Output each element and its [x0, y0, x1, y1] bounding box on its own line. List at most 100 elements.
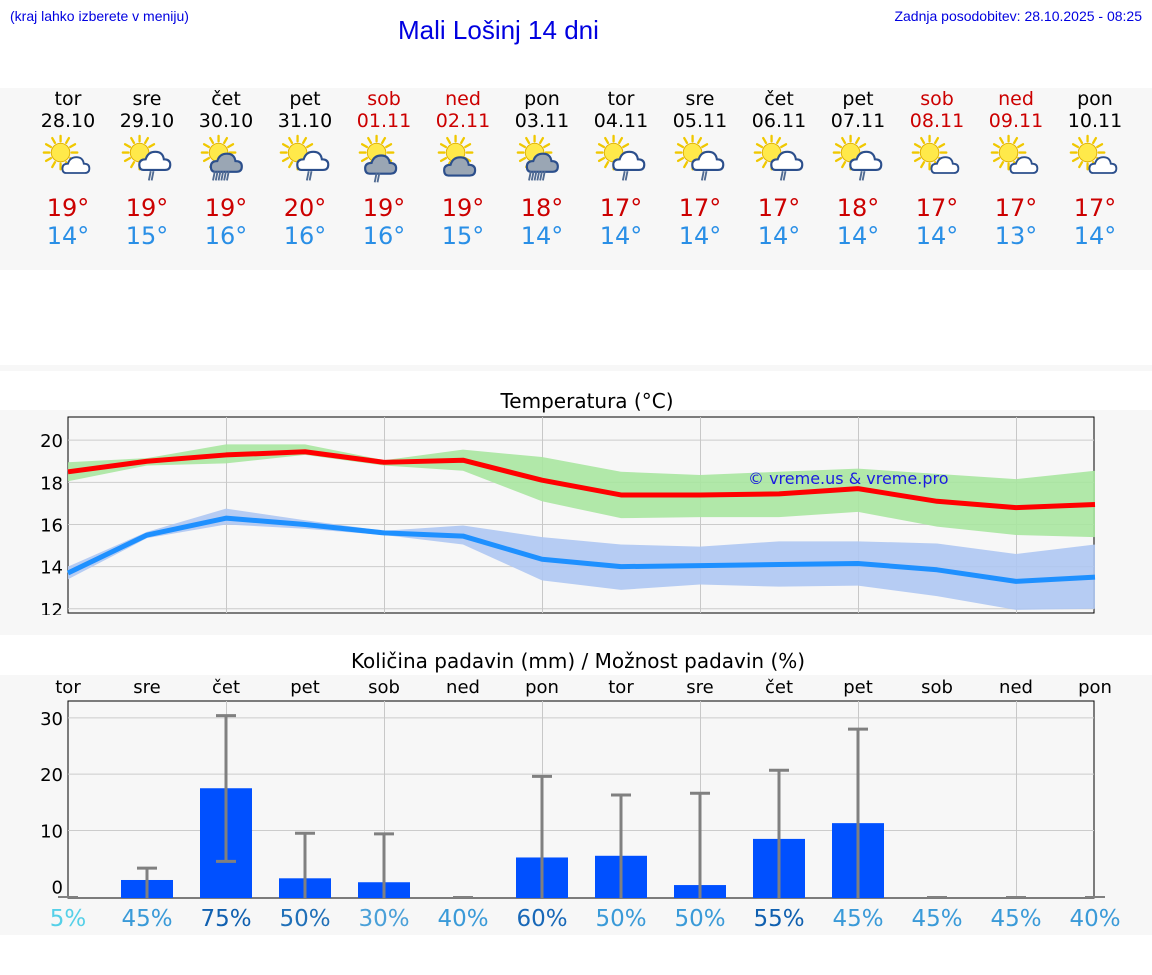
y-tick-label: 20: [40, 765, 63, 786]
x-tick-label: čet: [212, 677, 240, 698]
min-temperature: 15°: [125, 222, 169, 250]
day-name: sob: [920, 88, 954, 110]
x-tick-label: tor: [55, 677, 81, 698]
sun-cloud-icon: [990, 134, 1039, 174]
x-tick-label: ned: [446, 677, 480, 698]
min-temperature: 14°: [678, 222, 722, 250]
day-column: čet 06.11 17° 14°: [740, 88, 819, 250]
day-forecast-row: tor 28.10 19° 14° sre 29.10 19° 15° čet 30.10 19° 1…: [0, 88, 1152, 270]
max-temperature: 19°: [204, 194, 248, 222]
location-hint: (kraj lahko izberete v meniju): [10, 8, 189, 24]
forecast-panel: [0, 88, 1152, 270]
y-tick-label: 20: [40, 431, 63, 452]
day-name: sob: [367, 88, 401, 110]
x-tick-label: tor: [608, 677, 634, 698]
sun-cloud-icon: [911, 134, 960, 174]
max-temperature: 18°: [520, 194, 564, 222]
confidence-band: [68, 444, 1095, 538]
min-temperature: 14°: [1073, 222, 1117, 250]
min-temperature: 14°: [599, 222, 643, 250]
sun-heavy-rain-icon: [516, 134, 559, 181]
day-date: 06.11: [751, 110, 807, 132]
precipitation-probability: 45%: [832, 906, 883, 932]
min-temperature: 16°: [283, 222, 327, 250]
day-name: tor: [607, 88, 635, 110]
day-date: 28.10: [40, 110, 96, 132]
x-tick-label: sre: [686, 677, 713, 698]
chart-title: Temperatura (°C): [499, 389, 673, 413]
separator: [0, 365, 1152, 371]
precipitation-probability: 75%: [200, 906, 251, 932]
sun-cloud-rain-icon: [279, 134, 330, 181]
y-tick-label: 10: [40, 821, 63, 842]
day-column: čet 30.10 19° 16°: [187, 88, 266, 250]
y-tick-label: 18: [40, 473, 63, 494]
series-line: [66, 515, 1096, 584]
min-temperature: 14°: [520, 222, 564, 250]
x-tick-label: pet: [843, 677, 873, 698]
max-temperature: 17°: [915, 194, 959, 222]
day-name: pet: [289, 88, 321, 110]
y-tick-label: 12: [40, 600, 63, 615]
min-temperature: 16°: [204, 222, 248, 250]
day-column: tor 04.11 17° 14°: [582, 88, 661, 250]
precipitation-probability: 45%: [121, 906, 172, 932]
x-tick-label: sre: [133, 677, 160, 698]
precipitation-probability: 60%: [516, 906, 567, 932]
sun-heavy-rain-icon: [200, 134, 243, 181]
min-temperature: 16°: [362, 222, 406, 250]
day-name: tor: [54, 88, 82, 110]
day-date: 09.11: [988, 110, 1044, 132]
precipitation-chart: Količina padavin (mm) / Možnost padavin …: [40, 649, 1120, 932]
min-temperature: 14°: [915, 222, 959, 250]
sun-cloud-icon: [1069, 134, 1118, 174]
day-column: sre 29.10 19° 15°: [108, 88, 187, 250]
day-column: pet 31.10 20° 16°: [266, 88, 345, 250]
watermark: © vreme.us & vreme.pro: [748, 469, 949, 488]
precipitation-probability: 50%: [279, 906, 330, 932]
day-date: 03.11: [514, 110, 570, 132]
day-date: 02.11: [435, 110, 491, 132]
sun-cloud-rain-icon: [595, 134, 646, 181]
precipitation-probability: 40%: [437, 906, 488, 932]
max-temperature: 19°: [125, 194, 169, 222]
x-tick-label: sob: [368, 677, 400, 698]
precipitation-probability: 55%: [753, 906, 804, 932]
min-temperature: 14°: [757, 222, 801, 250]
x-tick-label: ned: [999, 677, 1033, 698]
day-column: pon 03.11 18° 14°: [503, 88, 582, 250]
day-name: pon: [1077, 88, 1113, 110]
day-date: 04.11: [593, 110, 649, 132]
day-date: 08.11: [909, 110, 965, 132]
series-line: [67, 449, 1096, 511]
day-date: 30.10: [198, 110, 254, 132]
max-temperature: 17°: [599, 194, 643, 222]
day-name: pon: [524, 88, 560, 110]
day-column: sob 08.11 17° 14°: [898, 88, 977, 250]
chart-title: Količina padavin (mm) / Možnost padavin …: [351, 649, 805, 673]
day-column: tor 28.10 19° 14°: [29, 88, 108, 250]
sun-dark-cloud-rain-icon: [358, 134, 398, 183]
day-date: 29.10: [119, 110, 175, 132]
y-tick-label: 16: [40, 515, 63, 536]
day-column: ned 02.11 19° 15°: [424, 88, 503, 250]
max-temperature: 17°: [994, 194, 1038, 222]
max-temperature: 17°: [757, 194, 801, 222]
precipitation-probability: 50%: [595, 906, 646, 932]
day-name: ned: [998, 88, 1034, 110]
x-tick-label: pon: [525, 677, 559, 698]
max-temperature: 19°: [362, 194, 406, 222]
min-temperature: 15°: [441, 222, 485, 250]
day-column: pet 07.11 18° 14°: [819, 88, 898, 250]
x-tick-label: sob: [921, 677, 953, 698]
day-date: 05.11: [672, 110, 728, 132]
sun-cloud-rain-icon: [753, 134, 804, 181]
x-tick-label: pet: [290, 677, 320, 698]
day-name: čet: [211, 88, 241, 110]
x-tick-label: pon: [1078, 677, 1112, 698]
max-temperature: 19°: [441, 194, 485, 222]
min-temperature: 14°: [836, 222, 880, 250]
page-title: Mali Lošinj 14 dni: [398, 15, 599, 45]
sun-cloud-rain-icon: [674, 134, 725, 181]
day-name: sre: [685, 88, 715, 110]
